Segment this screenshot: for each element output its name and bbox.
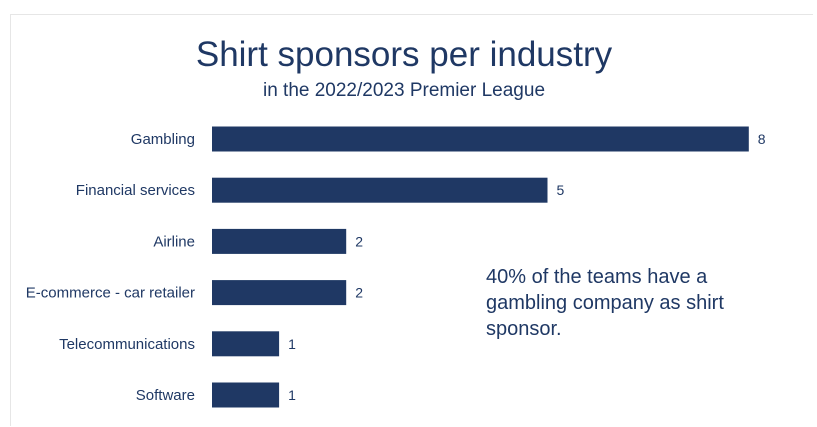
category-label-airline: Airline [153,233,195,250]
bar-e-commerce-car-retailer [212,280,347,306]
category-label-e-commerce-car-retailer: E-commerce - car retailer [26,285,195,302]
value-label-airline: 2 [355,233,363,249]
value-label-gambling: 8 [758,131,766,147]
category-label-gambling: Gambling [131,131,195,148]
value-label-software: 1 [288,387,296,403]
category-label-software: Software [136,387,195,404]
value-label-financial-services: 5 [557,182,565,198]
chart-annotation: 40% of the teams have a gambling company… [486,266,724,340]
chart-frame [10,14,813,426]
chart-subtitle: in the 2022/2023 Premier League [263,80,545,101]
bar-financial-services [212,177,548,203]
value-label-e-commerce-car-retailer: 2 [355,285,363,301]
bar-software [212,382,280,408]
value-label-telecommunications: 1 [288,336,296,352]
chart-title: Shirt sponsors per industry [196,35,613,74]
bar-airline [212,228,347,254]
bar-gambling [212,126,749,152]
category-label-telecommunications: Telecommunications [59,336,195,353]
bar-telecommunications [212,331,280,357]
category-label-financial-services: Financial services [76,182,195,199]
bars-group: Gambling 8 Financial services 5 Airline 2 E-co… [26,126,766,408]
